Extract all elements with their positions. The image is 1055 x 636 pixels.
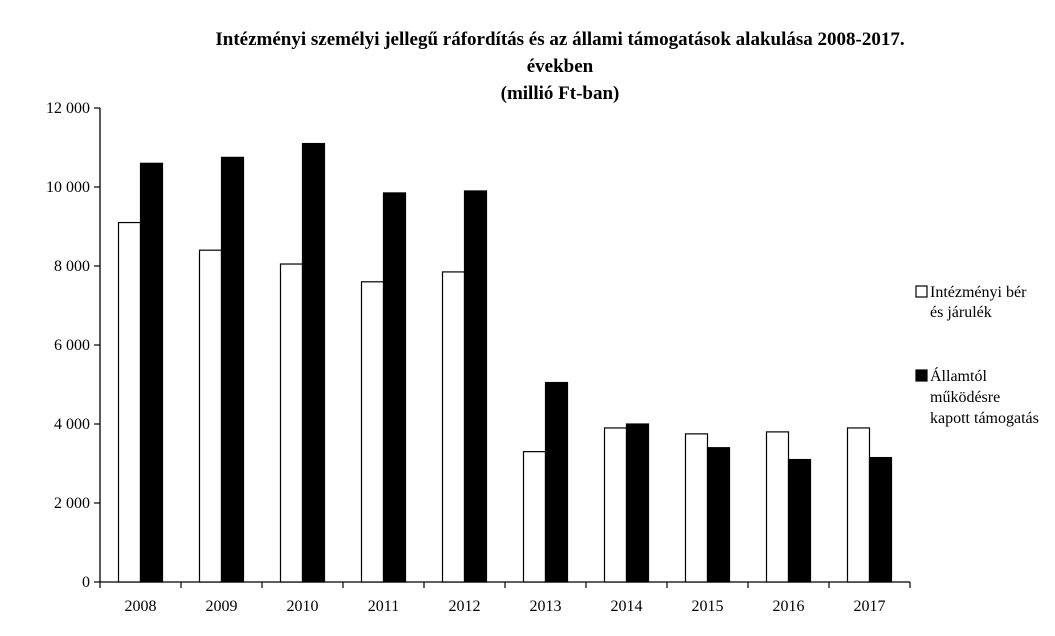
bar-state-support [544,381,569,583]
y-tick-label: 10 000 [46,179,90,196]
chart-title-line-2: években [527,56,594,77]
legend-label-state-support-line-2: működésre [930,389,1000,406]
bar-wages [684,433,709,583]
bar-state-support [706,447,731,583]
x-tick-label: 2010 [287,598,319,615]
y-tick-label: 4 000 [54,416,90,433]
bar-wages [279,263,304,583]
bar-wages [117,221,142,583]
bar-wages [846,427,871,583]
bar-state-support [139,162,164,583]
bar-wages [522,451,547,583]
legend: Intézményi bér és járulék Államtól működ… [915,284,1039,427]
y-tick-label: 6 000 [54,337,90,354]
x-tick-label: 2011 [368,598,399,615]
x-tick-label: 2008 [125,598,157,615]
bar-wages [603,427,628,583]
bar-wages [765,431,790,583]
x-tick-label: 2016 [773,598,805,615]
bar-wages [441,271,466,583]
x-tick-label: 2015 [692,598,724,615]
y-tick-label: 2 000 [54,495,90,512]
legend-swatch-wages [915,285,928,298]
legend-label-state-support-line-3: kapott támogatás [930,410,1039,427]
bar-state-support [868,456,893,583]
legend-item-state-support: Államtól működésre kapott támogatás [915,366,1039,427]
y-axis: 0 2 000 4 000 6 000 8 000 10 000 12 000 [46,100,101,591]
legend-label-wages-line-2: és járulék [930,304,992,321]
x-tick-label: 2014 [611,598,643,615]
x-axis: 2008 2009 2010 2011 2012 2013 2014 2015 2016 2017 [99,581,911,615]
x-tick-label: 2017 [854,598,886,615]
bar-state-support [625,423,650,583]
bar-state-support [787,458,812,583]
bar-wages [360,281,385,583]
bar-state-support [220,156,245,583]
bars [117,142,893,583]
bar-state-support [301,142,326,583]
x-tick-label: 2012 [449,598,481,615]
x-tick-label: 2013 [530,598,562,615]
bar-state-support [382,192,407,583]
y-tick-label: 8 000 [54,258,90,275]
legend-label-wages-line-1: Intézményi bér [930,284,1027,301]
x-tick-label: 2009 [206,598,238,615]
legend-item-wages: Intézményi bér és járulék [915,284,1027,321]
chart-title-line-3: (millió Ft-ban) [501,83,620,104]
legend-label-state-support-line-1: Államtól [930,366,987,385]
bar-wages [198,249,223,583]
bar-state-support [463,190,488,583]
chart-title: Intézményi személyi jellegű ráfordítás é… [215,29,904,104]
y-tick-label: 0 [82,574,90,591]
legend-swatch-state-support [915,369,928,382]
y-tick-label: 12 000 [46,100,90,117]
chart-title-line-1: Intézményi személyi jellegű ráfordítás é… [215,29,904,50]
